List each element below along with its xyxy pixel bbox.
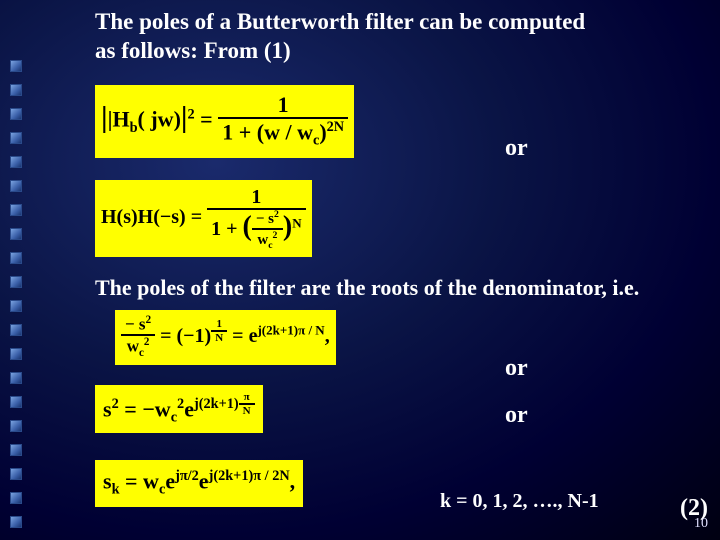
eq3-mid-a: = (−1) [160, 325, 211, 347]
eq1-eq: = [200, 107, 218, 132]
k-range: k = 0, 1, 2, …., N-1 [440, 490, 599, 513]
bullet-icon [10, 372, 22, 384]
eq3-num: − s [125, 315, 146, 334]
eq2-inner-den-sub: c [268, 240, 272, 251]
bullet-icon [10, 324, 22, 336]
eq2-lhs: H(s)H(−s) = [101, 206, 207, 228]
eq1-exp: 2 [188, 106, 195, 122]
bullet-icon [10, 180, 22, 192]
bullet-icon [10, 348, 22, 360]
equation-4: s2 = −wc2ej(2k+1)πN [95, 385, 263, 433]
equation-5: sk = wcejπ/2ej(2k+1)π / 2N, [95, 460, 303, 507]
bullet-icon [10, 228, 22, 240]
or-label-1: or [505, 135, 528, 162]
eq1-den-b: ) [319, 120, 326, 145]
or-label-2: or [505, 355, 528, 382]
eq4-lhs: s [103, 396, 112, 421]
eq3-den-exp: 2 [144, 336, 150, 348]
eq1-num: 1 [218, 93, 348, 119]
eq3-den-sub: c [139, 347, 144, 359]
eq2-num: 1 [207, 186, 305, 210]
eq3-mid-b: = e [232, 325, 257, 347]
bullet-icon [10, 252, 22, 264]
heading-line1: The poles of a Butterworth filter can be… [95, 9, 585, 34]
bullet-icon [10, 276, 22, 288]
bullet-icon [10, 108, 22, 120]
eq3-exp-den: N [211, 332, 227, 345]
bullet-icon [10, 468, 22, 480]
eq4-mid: = −w [124, 396, 170, 421]
bullet-icon [10, 60, 22, 72]
eq4-lhs-exp: 2 [112, 396, 119, 412]
mid-text: The poles of the filter are the roots of… [95, 275, 639, 301]
page-number: 10 [694, 516, 708, 532]
eq5-exp2: j(2k+1)π / 2N [209, 468, 290, 484]
eq5-e1: e [165, 468, 175, 493]
bullet-icon [10, 204, 22, 216]
eq3-exp-num: 1 [211, 318, 227, 332]
bullet-icon [10, 156, 22, 168]
eq1-bar: | [181, 101, 188, 134]
eq3-den: w [127, 337, 139, 356]
eq3-comma: , [325, 325, 330, 347]
eq1-den-a: 1 + (w / w [222, 120, 313, 145]
heading-line2: as follows: From (1) [95, 38, 291, 63]
eq5-e2: e [199, 468, 209, 493]
eq5-lhs: s [103, 468, 112, 493]
eq4-e: e [184, 396, 194, 421]
eq2-den-exp: N [292, 216, 301, 231]
bullet-icon [10, 396, 22, 408]
slide-heading: The poles of a Butterworth filter can be… [95, 8, 705, 88]
bullet-strip [10, 60, 28, 528]
eq2-inner-den-exp: 2 [273, 230, 278, 241]
eq5-lhs-sub: k [112, 482, 120, 498]
bullet-icon [10, 84, 22, 96]
eq2-den-a: 1 + [211, 218, 242, 240]
eq2-inner-den: w [257, 232, 268, 248]
eq1-den-exp: 2N [327, 119, 344, 135]
eq2-inner-num: − s [256, 211, 274, 227]
equation-2: H(s)H(−s) = 1 1 + ( − s2 wc2 )N [95, 180, 312, 257]
eq1-arg: ( jw) [138, 107, 181, 132]
eq4-exp-num: π [239, 391, 255, 405]
bullet-icon [10, 420, 22, 432]
bullet-icon [10, 132, 22, 144]
eq2-inner-num-exp: 2 [274, 209, 279, 220]
eq5-mid: = w [125, 468, 159, 493]
eq1-H: |H [108, 107, 130, 132]
or-label-3: or [505, 402, 528, 429]
eq5-comma: , [290, 468, 296, 493]
bullet-icon [10, 300, 22, 312]
eq5-exp1: jπ/2 [175, 468, 199, 484]
bullet-icon [10, 492, 22, 504]
eq4-mid-sub: c [171, 410, 177, 426]
equation-1: ||Hb( jw)|2 = 1 1 + (w / wc)2N [95, 85, 354, 158]
equation-3: − s2 wc2 = (−1)1N = ej(2k+1)π / N, [115, 310, 336, 365]
eq4-exp-a: j(2k+1) [194, 396, 239, 412]
bullet-icon [10, 516, 22, 528]
eq1-sub: b [130, 120, 138, 136]
bullet-icon [10, 444, 22, 456]
eq3-num-exp: 2 [146, 314, 152, 326]
eq4-exp-den: N [239, 405, 255, 418]
eq3-rhs-exp: j(2k+1)π / N [257, 322, 324, 337]
